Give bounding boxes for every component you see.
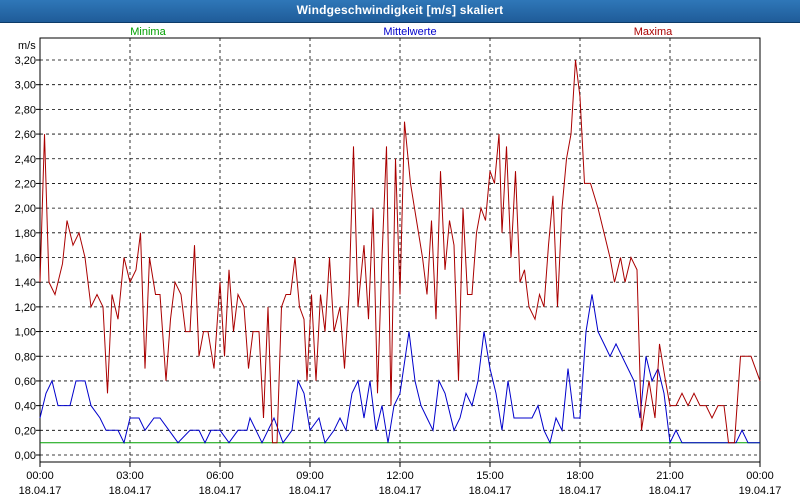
y-tick-label: 2,00 <box>15 203 36 215</box>
y-tick-label: 2,40 <box>15 154 36 166</box>
x-tick-date: 18.04.17 <box>289 485 332 497</box>
x-tick-date: 18.04.17 <box>559 485 602 497</box>
y-tick-label: 3,00 <box>15 80 36 92</box>
y-tick-label: 2,20 <box>15 178 36 190</box>
y-tick-label: 0,00 <box>15 450 36 462</box>
x-tick-time: 06:00 <box>206 470 234 482</box>
title-bar: Windgeschwindigkeit [m/s] skaliert <box>0 0 800 23</box>
window-title: Windgeschwindigkeit [m/s] skaliert <box>296 3 504 17</box>
x-tick-time: 00:00 <box>26 470 54 482</box>
y-tick-label: 0,60 <box>15 376 36 388</box>
x-tick-date: 18.04.17 <box>379 485 422 497</box>
y-tick-label: 0,80 <box>15 351 36 363</box>
y-tick-label: 0,40 <box>15 401 36 413</box>
y-tick-label: 1,60 <box>15 253 36 265</box>
x-tick-date: 18.04.17 <box>109 485 152 497</box>
x-axis: 00:00 18.04.17 03:00 18.04.17 06:00 18.04.17 0… <box>19 462 782 497</box>
x-tick-date: 18.04.17 <box>649 485 692 497</box>
y-tick-label: 1,40 <box>15 277 36 289</box>
x-tick-date: 18.04.17 <box>469 485 512 497</box>
y-tick-label: 2,80 <box>15 104 36 116</box>
x-tick-time: 18:00 <box>566 470 594 482</box>
x-tick-time: 00:00 <box>746 470 774 482</box>
y-axis-label: m/s <box>18 40 36 52</box>
y-tick-label: 1,80 <box>15 228 36 240</box>
x-tick-date: 19.04.17 <box>739 485 782 497</box>
legend-item-minima: Minima <box>130 26 166 38</box>
y-axis: 0,00 0,20 0,40 0,60 0,80 1,00 1,20 1,40 1,60 1,80… <box>15 55 40 462</box>
x-tick-time: 09:00 <box>296 470 324 482</box>
y-tick-label: 2,60 <box>15 129 36 141</box>
y-tick-label: 3,20 <box>15 55 36 67</box>
y-tick-label: 1,00 <box>15 327 36 339</box>
x-tick-date: 18.04.17 <box>199 485 242 497</box>
series-lines <box>39 59 761 445</box>
x-tick-date: 18.04.17 <box>19 485 62 497</box>
legend-item-maxima: Maxima <box>634 26 673 38</box>
x-tick-time: 03:00 <box>116 470 144 482</box>
x-tick-time: 21:00 <box>656 470 684 482</box>
y-tick-label: 1,20 <box>15 302 36 314</box>
series-line-maxima <box>39 59 761 444</box>
legend-item-mittelwerte: Mittelwerte <box>383 26 436 38</box>
x-tick-time: 12:00 <box>386 470 414 482</box>
y-tick-label: 0,20 <box>15 425 36 437</box>
series-line-mittelwerte <box>39 294 760 445</box>
x-tick-time: 15:00 <box>476 470 504 482</box>
legend: Minima Mittelwerte Maxima <box>130 26 673 38</box>
